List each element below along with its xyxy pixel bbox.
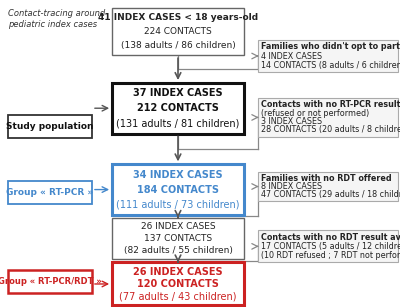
Text: 34 INDEX CASES: 34 INDEX CASES [133, 170, 223, 180]
Text: 47 CONTACTS (29 adults / 18 children): 47 CONTACTS (29 adults / 18 children) [261, 190, 400, 199]
Text: (138 adults / 86 children): (138 adults / 86 children) [121, 41, 235, 50]
Text: (refused or not performed): (refused or not performed) [261, 109, 370, 118]
Text: Contacts with no RDT result available: Contacts with no RDT result available [261, 233, 400, 242]
FancyBboxPatch shape [8, 181, 92, 204]
Text: 41 INDEX CASES < 18 years-old: 41 INDEX CASES < 18 years-old [98, 13, 258, 22]
Text: (82 adults / 55 children): (82 adults / 55 children) [124, 246, 232, 255]
Text: 184 CONTACTS: 184 CONTACTS [137, 185, 219, 195]
Text: Contact-tracing around
pediatric index cases: Contact-tracing around pediatric index c… [8, 9, 105, 29]
Text: 28 CONTACTS (20 adults / 8 children): 28 CONTACTS (20 adults / 8 children) [261, 126, 400, 134]
Text: (131 adults / 81 children): (131 adults / 81 children) [116, 118, 240, 128]
FancyBboxPatch shape [112, 8, 244, 55]
Text: 3 INDEX CASES: 3 INDEX CASES [261, 117, 322, 126]
Text: 37 INDEX CASES: 37 INDEX CASES [133, 88, 223, 98]
Text: 137 CONTACTS: 137 CONTACTS [144, 234, 212, 243]
FancyBboxPatch shape [258, 40, 398, 72]
FancyBboxPatch shape [112, 83, 244, 134]
Text: (10 RDT refused ; 7 RDT not performed): (10 RDT refused ; 7 RDT not performed) [261, 251, 400, 260]
Text: Contacts with no RT-PCR result available: Contacts with no RT-PCR result available [261, 100, 400, 109]
FancyBboxPatch shape [112, 164, 244, 215]
Text: 224 CONTACTS: 224 CONTACTS [144, 27, 212, 36]
Text: 4 INDEX CASES: 4 INDEX CASES [261, 52, 322, 60]
Text: 212 CONTACTS: 212 CONTACTS [137, 103, 219, 113]
Text: Families who didn't opt to participate: Families who didn't opt to participate [261, 42, 400, 51]
FancyBboxPatch shape [258, 98, 398, 137]
Text: 17 CONTACTS (5 adults / 12 children): 17 CONTACTS (5 adults / 12 children) [261, 242, 400, 251]
Text: 120 CONTACTS: 120 CONTACTS [137, 279, 219, 289]
FancyBboxPatch shape [258, 230, 398, 262]
Text: 26 INDEX CASES: 26 INDEX CASES [133, 267, 223, 277]
FancyBboxPatch shape [112, 218, 244, 259]
FancyBboxPatch shape [8, 115, 92, 138]
FancyBboxPatch shape [112, 262, 244, 305]
FancyBboxPatch shape [258, 172, 398, 201]
Text: Group « RT-PCR »: Group « RT-PCR » [6, 188, 94, 197]
Text: 8 INDEX CASES: 8 INDEX CASES [261, 182, 322, 191]
Text: Study population: Study population [6, 122, 94, 131]
Text: 14 CONTACTS (8 adults / 6 children): 14 CONTACTS (8 adults / 6 children) [261, 61, 400, 70]
Text: (111 adults / 73 children): (111 adults / 73 children) [116, 200, 240, 209]
Text: Families with no RDT offered: Families with no RDT offered [261, 174, 392, 183]
Text: 26 INDEX CASES: 26 INDEX CASES [141, 223, 215, 231]
Text: (77 adults / 43 children): (77 adults / 43 children) [119, 291, 237, 301]
Text: Group « RT-PCR/RDT »: Group « RT-PCR/RDT » [0, 277, 102, 286]
FancyBboxPatch shape [8, 270, 92, 293]
